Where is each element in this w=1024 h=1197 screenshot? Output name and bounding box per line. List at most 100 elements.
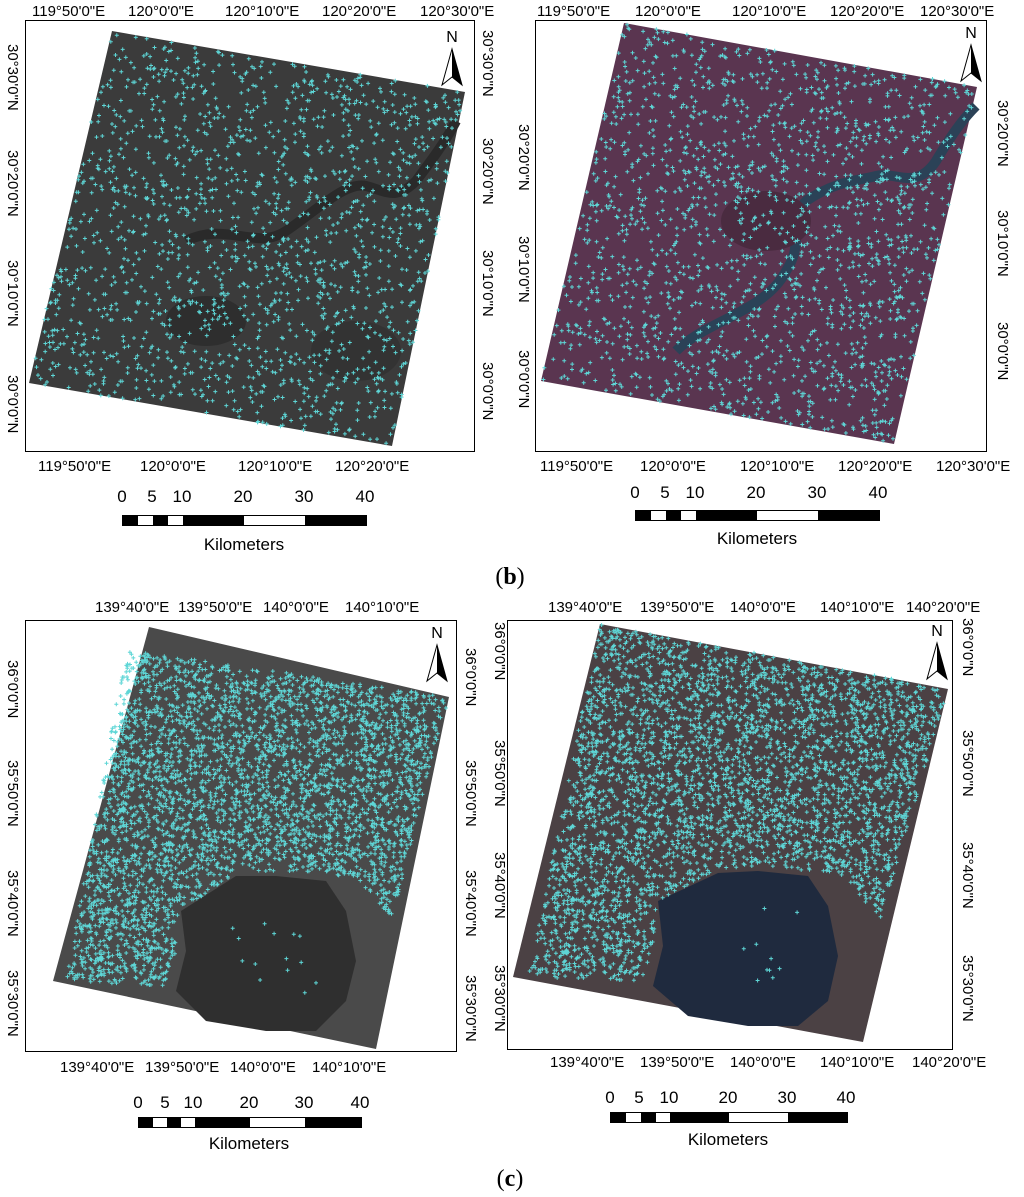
tie-points [230, 921, 318, 995]
scale-tick: 0 [133, 1093, 143, 1112]
lon-label: 120°10'0"E [732, 3, 807, 20]
lon-label: 120°30'0"E [936, 458, 1011, 475]
north-arrow: N [439, 29, 465, 92]
lon-label: 120°0'0"E [635, 3, 701, 20]
lat-label: 35°50'0"N [462, 760, 479, 827]
lon-label: 139°50'0"E [640, 1054, 715, 1071]
lon-label: 139°40'0"E [60, 1059, 135, 1076]
scale-tick: 20 [233, 487, 253, 506]
scale-tick: 0 [117, 487, 127, 506]
tie-point-markers [230, 921, 318, 995]
lat-label: 30°0'0"N [4, 375, 21, 434]
lon-label: 120°20'0"E [838, 458, 913, 475]
lat-label: 30°20'0"N [994, 100, 1011, 167]
lon-label: 120°0'0"E [140, 458, 206, 475]
river [183, 118, 461, 246]
scale-tick: 5 [634, 1088, 644, 1107]
tie-points [65, 650, 448, 988]
lon-label: 119°50'0"E [540, 458, 614, 475]
scale-bar: 0 5 10 20 30 40 Kilometers [630, 483, 887, 553]
scale-tick: 10 [659, 1088, 679, 1107]
scale-tick: 10 [172, 487, 192, 506]
lon-label: 140°10'0"E [312, 1059, 387, 1076]
tie-points [541, 22, 974, 443]
north-arrow-label: N [931, 623, 943, 640]
tie-point-markers [33, 33, 463, 446]
north-arrow: N [958, 25, 984, 88]
lat-label: 36°0'0"N [4, 660, 21, 719]
scale-tick: 30 [807, 483, 827, 502]
scale-bar-graphic [610, 1112, 848, 1123]
lon-label: 140°0'0"E [730, 599, 796, 616]
lat-label: 36°0'0"N [462, 648, 479, 707]
figure-caption-b: (b) [495, 564, 525, 590]
lon-label: 120°20'0"E [335, 458, 410, 475]
scale-tick: 40 [836, 1088, 856, 1107]
north-arrow-icon [960, 43, 982, 83]
scale-tick: 40 [350, 1093, 370, 1112]
lat-label: 35°30'0"N [959, 955, 976, 1022]
lon-label: 119°50'0"E [38, 458, 112, 475]
lat-label: 36°0'0"N [491, 622, 508, 681]
north-arrow: N [924, 623, 950, 686]
scale-tick: 0 [605, 1088, 615, 1107]
scale-bar-graphic [138, 1117, 362, 1128]
scale-bar: 0 5 10 20 30 40 Kilometers [117, 487, 374, 557]
lon-label: 140°20'0"E [912, 1054, 987, 1071]
lon-label: 140°0'0"E [730, 1054, 796, 1071]
lat-label: 35°40'0"N [462, 870, 479, 937]
scale-tick: 10 [183, 1093, 203, 1112]
scale-tick: 20 [718, 1088, 738, 1107]
scale-unit: Kilometers [716, 529, 798, 548]
bay-region [176, 876, 356, 1031]
scale-tick: 30 [777, 1088, 797, 1107]
lon-label: 120°30'0"E [420, 3, 495, 20]
scale-tick: 40 [355, 487, 375, 506]
lon-label: 120°10'0"E [740, 458, 815, 475]
lat-label: 30°20'0"N [515, 124, 532, 191]
north-arrow-label: N [965, 25, 977, 42]
lon-label: 140°20'0"E [906, 599, 981, 616]
lat-label: 30°10'0"N [4, 260, 21, 327]
scale-tick: 30 [294, 1093, 314, 1112]
dark-region [721, 191, 811, 251]
scale-tick: 30 [294, 487, 314, 506]
lon-label: 120°0'0"E [128, 3, 194, 20]
lon-label: 139°40'0"E [550, 1054, 625, 1071]
lon-label: 139°50'0"E [145, 1059, 220, 1076]
satellite-image-sar [53, 627, 449, 1049]
scale-tick: 0 [630, 483, 640, 502]
figure-caption-c: (c) [496, 1166, 524, 1192]
lon-label: 140°10'0"E [820, 1054, 895, 1071]
lon-label: 140°10'0"E [820, 599, 895, 616]
lat-label: 35°40'0"N [959, 842, 976, 909]
lon-label: 139°40'0"E [548, 599, 623, 616]
scale-tick: 40 [868, 483, 888, 502]
lat-label: 35°30'0"N [491, 965, 508, 1032]
tie-point-markers [741, 906, 800, 983]
tie-point-markers [541, 22, 974, 443]
north-arrow: N [424, 625, 450, 688]
map-frame: N [535, 20, 987, 452]
lon-label: 120°20'0"E [830, 3, 905, 20]
lat-label: 30°30'0"N [4, 44, 21, 111]
lon-label: 120°30'0"E [920, 3, 995, 20]
scale-unit: Kilometers [687, 1130, 769, 1149]
lat-label: 35°50'0"N [491, 740, 508, 807]
map-frame: N [507, 620, 953, 1050]
north-arrow-label: N [446, 29, 458, 46]
lat-label: 30°30'0"N [479, 30, 496, 97]
lon-label: 139°40'0"E [95, 599, 170, 616]
lat-label: 30°10'0"N [515, 236, 532, 303]
tie-points [33, 33, 463, 446]
lon-label: 120°0'0"E [640, 458, 706, 475]
lon-label: 119°50'0"E [32, 3, 106, 20]
satellite-image-optical [541, 22, 980, 444]
lat-label: 36°0'0"N [959, 618, 976, 677]
scale-tick: 20 [239, 1093, 259, 1112]
lat-label: 30°10'0"N [479, 250, 496, 317]
lon-label: 140°0'0"E [263, 599, 329, 616]
scale-unit: Kilometers [208, 1134, 290, 1153]
map-frame: N [25, 20, 475, 452]
tie-point-markers [527, 623, 946, 983]
